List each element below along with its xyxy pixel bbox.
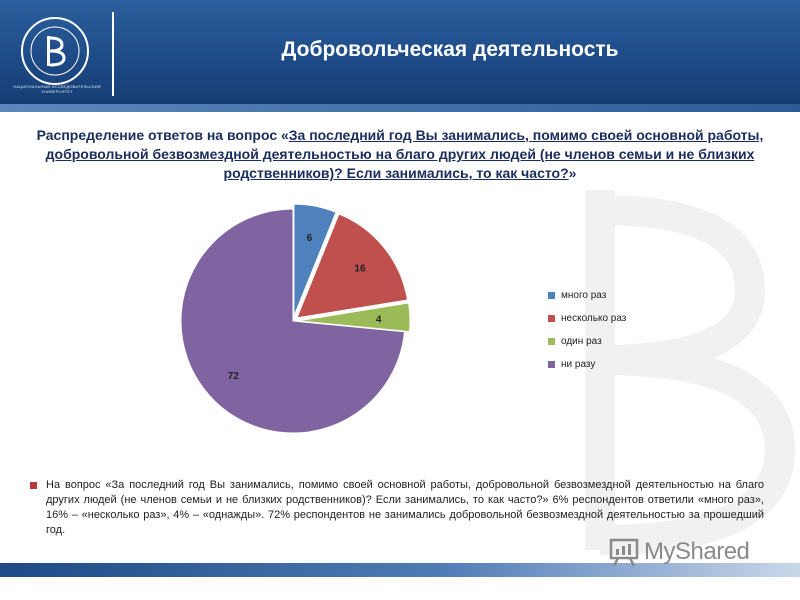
header-stripe: [0, 104, 800, 112]
footer-bar: [0, 563, 800, 577]
data-label-1: 6: [307, 233, 313, 244]
legend-item-4: ни разу: [548, 353, 626, 376]
pie-slice-4: [180, 208, 406, 434]
legend-label: много раз: [561, 290, 607, 301]
chart-question: Распределение ответов на вопрос «За посл…: [20, 126, 780, 183]
presentation-board-icon: [609, 538, 639, 567]
legend-item-2: несколько раз: [548, 307, 626, 330]
logo-caption: НАЦИОНАЛЬНЫЙ ИССЛЕДОВАТЕЛЬСКИЙ УНИВЕРСИТ…: [13, 84, 101, 94]
brand-watermark: MyShared: [608, 537, 750, 567]
data-label-2: 16: [354, 264, 366, 275]
question-text: За последний год Вы занимались, помимо с…: [45, 127, 764, 181]
legend-label: один раз: [561, 336, 602, 347]
header-divider: [112, 12, 114, 96]
header-banner: НАЦИОНАЛЬНЫЙ ИССЛЕДОВАТЕЛЬСКИЙ УНИВЕРСИТ…: [0, 0, 800, 112]
university-logo-icon: [21, 17, 89, 85]
data-label-4: 72: [228, 371, 240, 382]
legend-swatch: [548, 315, 555, 322]
legend-label: несколько раз: [561, 313, 627, 324]
legend-swatch: [548, 361, 555, 368]
summary-text: На вопрос «За последний год Вы занималис…: [46, 479, 764, 536]
pie-chart: 6 16 4 72: [180, 203, 411, 434]
question-prefix: Распределение ответов на вопрос «: [36, 127, 289, 143]
page-title: Добровольческая деятельность: [281, 38, 619, 61]
legend-label: ни разу: [561, 359, 596, 370]
pie-slice-1: [293, 203, 337, 317]
watermark-logo-icon: [585, 190, 796, 555]
chart-legend: много раз несколько раз один раз ни разу: [548, 284, 626, 376]
pie-slice-2: [296, 213, 409, 319]
summary-bullet: [30, 482, 37, 489]
data-label-3: 4: [376, 314, 382, 325]
pie-slice-3: [297, 302, 411, 333]
legend-item-3: один раз: [548, 330, 626, 353]
legend-item-1: много раз: [548, 284, 626, 307]
brand-name: MyShared: [644, 538, 750, 565]
legend-swatch: [548, 292, 555, 299]
question-suffix: »: [568, 165, 577, 181]
legend-swatch: [548, 338, 555, 345]
